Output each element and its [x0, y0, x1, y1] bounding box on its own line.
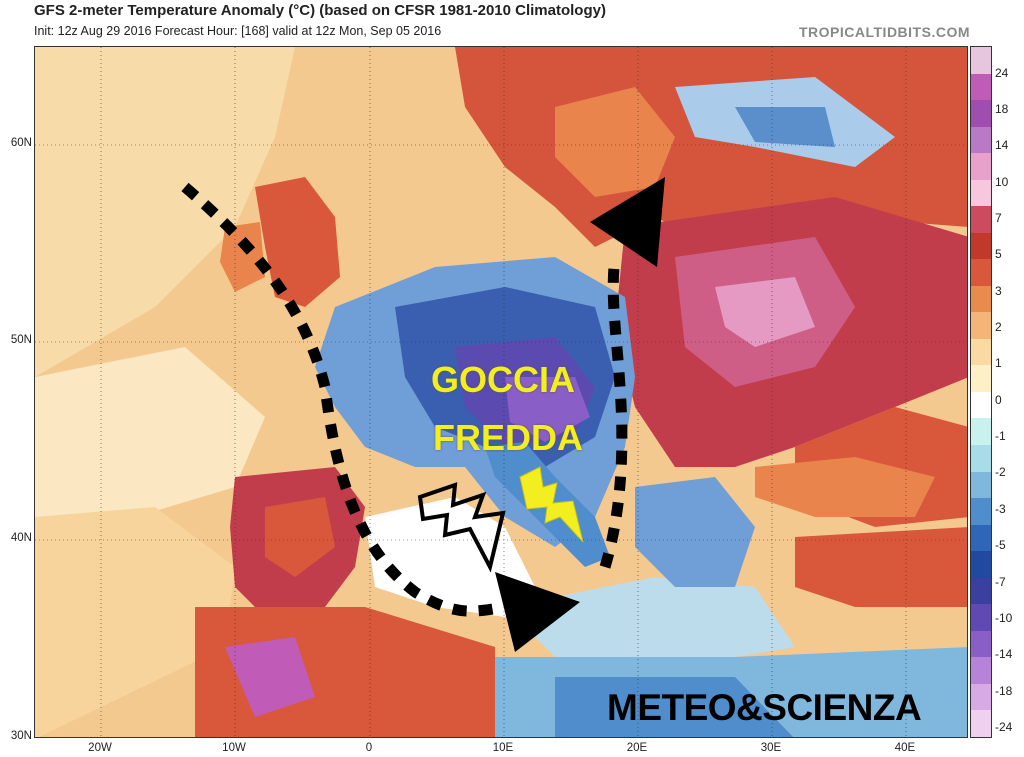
colorbar-label: -3 [995, 501, 1006, 516]
colorbar-label: -14 [995, 647, 1013, 662]
colorbar-segment [971, 153, 991, 180]
colorbar-label: 10 [995, 174, 1009, 189]
colorbar-segment [971, 471, 991, 499]
hot-core-iberia [265, 497, 335, 577]
trough-path-west [181, 182, 506, 617]
temperature-anomaly-map: GOCCIA FREDDA METEO&SCIENZA [34, 46, 968, 738]
colorbar-segment [971, 259, 991, 286]
colorbar-segment [971, 179, 991, 207]
cold-patch-finland [735, 107, 835, 147]
colorbar-segment [971, 577, 991, 605]
map-title: GFS 2-meter Temperature Anomaly (°C) (ba… [34, 2, 606, 19]
colorbar-segment [971, 444, 991, 472]
colorbar-label: 7 [995, 210, 1002, 225]
lon-label-30e: 30E [760, 742, 782, 754]
colorbar-label: -7 [995, 574, 1006, 589]
cold-patch-libya [555, 677, 794, 737]
land-great-britain [255, 177, 340, 307]
colorbar-label: 5 [995, 247, 1002, 262]
cold-pool-label-line1: GOCCIA [431, 359, 575, 400]
trough-path-east [599, 256, 628, 569]
lon-label-40e: 40E [894, 742, 916, 754]
ocean-atlantic-light [35, 47, 295, 377]
colorbar-label: 1 [995, 356, 1002, 371]
colorbar-label: 14 [995, 138, 1009, 153]
colorbar-segment [971, 338, 991, 366]
colorbar-segment [971, 710, 991, 737]
lat-label-60n: 60N [10, 137, 32, 149]
colorbar-label: 0 [995, 392, 1002, 407]
colorbar-label: -24 [995, 719, 1013, 734]
colorbar-label: 2 [995, 320, 1002, 335]
lightning-icon-black [417, 482, 506, 573]
lat-label-50n: 50N [10, 334, 32, 346]
colorbar-segment [971, 524, 991, 552]
ocean-southwest [35, 507, 235, 737]
land-ireland [220, 222, 265, 292]
colorbar [970, 46, 992, 738]
hot-core-atlas [225, 637, 315, 717]
lon-label-10e: 10E [492, 742, 514, 754]
colorbar-segment [971, 551, 991, 578]
colorbar-segment [971, 683, 991, 711]
lon-label-0: 0 [365, 742, 373, 754]
colorbar-label: 24 [995, 65, 1009, 80]
colorbar-label: -2 [995, 465, 1006, 480]
colorbar-label: -18 [995, 683, 1013, 698]
colorbar-segment [971, 604, 991, 631]
credit-watermark: METEO&SCIENZA [607, 687, 922, 728]
lightning-icon-yellow [519, 466, 584, 543]
colorbar-segment [971, 365, 991, 392]
colorbar-label: 18 [995, 101, 1009, 116]
lat-label-40n: 40N [10, 532, 32, 544]
black-sea [755, 457, 935, 517]
cold-core-northern-italy [505, 377, 590, 442]
colorbar-segment [971, 285, 991, 313]
colorbar-segment [971, 73, 991, 101]
lon-label-20e: 20E [626, 742, 648, 754]
cold-pool-label-line2: FREDDA [433, 417, 583, 458]
lat-label-30n: 30N [10, 730, 32, 742]
colorbar-segment [971, 47, 991, 74]
colorbar-label: -5 [995, 538, 1006, 553]
lon-label-10w: 10W [222, 742, 246, 754]
brand-watermark: TROPICALTIDBITS.COM [798, 24, 970, 40]
land-turkey [795, 527, 967, 607]
ocean-atlantic-pale [35, 347, 265, 517]
colorbar-segment [971, 498, 991, 525]
colorbar-segment [971, 312, 991, 339]
map-canvas [35, 47, 967, 737]
map-graticule [35, 47, 967, 737]
lon-label-20w: 20W [88, 742, 112, 754]
colorbar-segment [971, 418, 991, 445]
map-subtitle: Init: 12z Aug 29 2016 Forecast Hour: [16… [34, 24, 442, 38]
colorbar-label: 3 [995, 283, 1002, 298]
colorbar-segment [971, 232, 991, 260]
colorbar-segment [971, 100, 991, 127]
colorbar-segment [971, 657, 991, 684]
colorbar-label: -1 [995, 429, 1006, 444]
hot-center-ukraine [715, 277, 815, 347]
colorbar-label: -10 [995, 610, 1013, 625]
arrow-north-icon [590, 177, 665, 267]
colorbar-segment [971, 206, 991, 233]
arrow-south-east-icon [495, 572, 580, 652]
colorbar-segment [971, 391, 991, 419]
colorbar-segment [971, 630, 991, 658]
colorbar-segment [971, 126, 991, 154]
sea-central-mediterranean [505, 577, 795, 667]
land-balkans-greece [635, 477, 755, 587]
land-sweden [555, 87, 675, 197]
